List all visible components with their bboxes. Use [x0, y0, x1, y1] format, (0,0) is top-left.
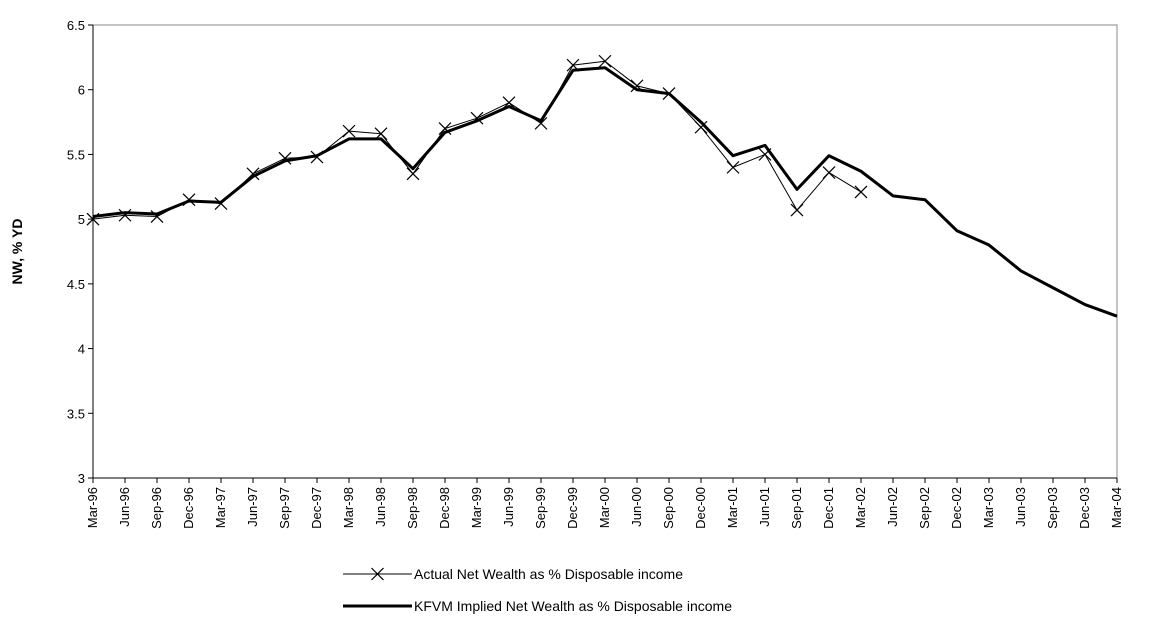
- x-tick-label: Jun-96: [117, 487, 132, 527]
- data-point-actual: [374, 127, 388, 141]
- legend-label-actual: Actual Net Wealth as % Disposable income: [414, 566, 683, 582]
- x-tick-label: Jun-99: [501, 487, 516, 527]
- x-tick-label: Sep-97: [277, 487, 292, 529]
- data-point-actual: [566, 58, 580, 72]
- x-tick-label: Jun-03: [1013, 487, 1028, 527]
- data-point-actual: [598, 54, 612, 68]
- x-tick-label: Sep-99: [533, 487, 548, 529]
- x-tick-label: Mar-00: [597, 487, 612, 528]
- x-tick-label: Dec-02: [949, 487, 964, 529]
- legend-marker-x: [371, 567, 384, 581]
- x-tick-label: Mar-02: [853, 487, 868, 528]
- series-line-kfvm-implied: [92, 66, 1118, 318]
- y-tick-label: 4.5: [67, 277, 85, 292]
- data-point-actual: [694, 120, 708, 134]
- x-tick-label: Dec-01: [821, 487, 836, 529]
- data-point-actual: [406, 167, 420, 181]
- data-point-actual: [534, 116, 548, 130]
- data-point-actual: [278, 151, 292, 165]
- legend-item-kfvm-implied: KFVM Implied Net Wealth as % Disposable …: [343, 598, 732, 614]
- x-tick-label: Sep-00: [661, 487, 676, 529]
- x-tick-label: Dec-98: [437, 487, 452, 529]
- y-tick-label: 4: [78, 342, 85, 357]
- x-axis: Mar-96 Jun-96 Sep-96 Dec-96 Mar-97 Jun-97 Sep-…: [85, 477, 1124, 529]
- series-layer: [86, 54, 1118, 318]
- x-tick-label: Sep-03: [1045, 487, 1060, 529]
- y-tick-label: 5.5: [67, 147, 85, 162]
- x-tick-label: Dec-97: [309, 487, 324, 529]
- data-point-actual: [854, 185, 868, 199]
- legend-item-actual: Actual Net Wealth as % Disposable income: [343, 566, 683, 582]
- y-tick-label: 5: [78, 212, 85, 227]
- data-point-actual: [118, 208, 132, 222]
- y-tick-label: 3.5: [67, 406, 85, 421]
- x-tick-label: Mar-99: [469, 487, 484, 528]
- x-tick-label: Jun-01: [757, 487, 772, 527]
- x-tick-label: Dec-00: [693, 487, 708, 529]
- x-tick-label: Dec-96: [181, 487, 196, 529]
- x-tick-label: Jun-02: [885, 487, 900, 527]
- data-point-actual: [310, 150, 324, 164]
- x-tick-label: Mar-03: [981, 487, 996, 528]
- data-point-actual: [246, 167, 260, 181]
- data-point-actual: [150, 210, 164, 223]
- legend: Actual Net Wealth as % Disposable income…: [343, 566, 732, 614]
- data-point-actual: [86, 212, 100, 226]
- x-tick-label: Dec-03: [1077, 487, 1092, 529]
- x-tick-label: Mar-01: [725, 487, 740, 528]
- y-axis: 3 3.5 4 4.5 5 5.5 6 6.5: [67, 18, 94, 486]
- x-tick-label: Dec-99: [565, 487, 580, 529]
- data-point-actual: [758, 148, 772, 161]
- data-point-actual: [662, 87, 676, 101]
- data-point-actual: [214, 197, 228, 211]
- data-point-actual: [822, 166, 836, 179]
- data-point-actual: [342, 124, 356, 138]
- data-point-actual: [726, 160, 740, 174]
- x-tick-label: Sep-98: [405, 487, 420, 529]
- data-point-actual: [790, 203, 804, 217]
- x-tick-label: Jun-98: [373, 487, 388, 527]
- data-point-actual: [630, 79, 644, 93]
- y-axis-title: NW, % YD: [9, 219, 25, 285]
- y-tick-label: 3: [78, 471, 85, 486]
- x-tick-label: Jun-00: [629, 487, 644, 527]
- y-tick-label: 6.5: [67, 18, 85, 33]
- x-tick-label: Mar-04: [1109, 487, 1124, 528]
- x-tick-label: Sep-96: [149, 487, 164, 529]
- plot-area: [92, 24, 1118, 479]
- data-point-actual: [470, 111, 484, 125]
- y-tick-label: 6: [78, 83, 85, 98]
- x-tick-label: Mar-97: [213, 487, 228, 528]
- data-point-actual: [182, 193, 196, 207]
- x-tick-label: Sep-01: [789, 487, 804, 529]
- data-point-actual: [502, 96, 516, 110]
- x-tick-label: Jun-97: [245, 487, 260, 527]
- x-tick-label: Mar-96: [85, 487, 100, 528]
- x-tick-label: Mar-98: [341, 487, 356, 528]
- x-tick-label: Sep-02: [917, 487, 932, 529]
- data-point-actual: [438, 122, 452, 135]
- legend-label-kfvm-implied: KFVM Implied Net Wealth as % Disposable …: [414, 598, 732, 614]
